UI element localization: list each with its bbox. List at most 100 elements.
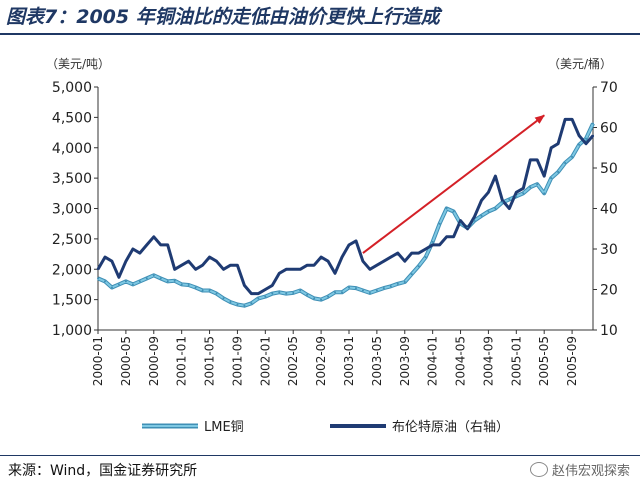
- data-point-lme-copper: [452, 210, 455, 213]
- data-point-brent: [403, 260, 406, 263]
- data-point-brent: [138, 252, 141, 255]
- data-point-brent: [473, 215, 476, 218]
- data-point-lme-copper: [152, 274, 155, 277]
- source-divider: [0, 455, 640, 456]
- data-point-lme-copper: [320, 298, 323, 301]
- data-point-lme-copper: [424, 256, 427, 259]
- data-point-lme-copper: [347, 286, 350, 289]
- right-axis-tick-label: 10: [600, 323, 618, 339]
- data-point-lme-copper: [131, 283, 134, 286]
- data-point-lme-copper: [417, 265, 420, 268]
- data-point-brent: [124, 260, 127, 263]
- data-point-brent: [97, 268, 99, 271]
- data-point-brent: [417, 252, 420, 255]
- data-point-brent: [264, 288, 267, 291]
- left-axis-tick-label: 1,000: [52, 323, 92, 339]
- data-point-brent: [578, 134, 581, 137]
- data-point-lme-copper: [375, 289, 378, 292]
- data-point-brent: [313, 264, 316, 267]
- x-axis-tick-label: 2005-01: [509, 336, 523, 386]
- data-point-brent: [438, 243, 441, 246]
- data-point-lme-copper: [341, 291, 344, 294]
- copper-oil-line-chart: 1,000 1,500 2,000 2,500 3,000 3,500 4,000 4,500…: [52, 80, 618, 435]
- data-point-brent: [445, 235, 448, 238]
- data-point-brent: [187, 260, 190, 263]
- left-axis-unit: （美元/吨）: [46, 57, 111, 71]
- data-point-lme-copper: [515, 195, 518, 198]
- watermark: 赵伟宏观探索: [529, 460, 630, 479]
- source-note: 来源：Wind，国金证券研究所: [8, 463, 198, 479]
- data-point-lme-copper: [431, 240, 434, 243]
- data-point-lme-copper: [501, 201, 504, 204]
- data-point-lme-copper: [306, 293, 309, 296]
- data-point-brent: [208, 256, 211, 259]
- data-point-brent: [592, 134, 594, 137]
- wechat-icon: [529, 462, 548, 477]
- data-point-lme-copper: [159, 277, 162, 280]
- x-axis-tick-label: 2002-05: [286, 336, 300, 386]
- data-point-brent: [515, 191, 518, 194]
- data-point-brent: [215, 260, 218, 263]
- data-point-lme-copper: [110, 286, 113, 289]
- data-point-lme-copper: [564, 161, 567, 164]
- data-point-brent: [550, 146, 553, 149]
- data-point-brent: [564, 118, 567, 121]
- data-point-lme-copper: [410, 273, 413, 276]
- left-axis-tick-label: 5,000: [52, 80, 92, 96]
- left-axis-tick-label: 2,000: [52, 262, 92, 278]
- data-point-brent: [320, 256, 323, 259]
- data-point-brent: [152, 235, 155, 238]
- data-point-lme-copper: [236, 303, 239, 306]
- data-point-brent: [522, 187, 525, 190]
- right-axis-tick-label: 60: [600, 121, 618, 137]
- data-point-lme-copper: [166, 280, 169, 283]
- data-point-lme-copper: [187, 284, 190, 287]
- data-point-brent: [145, 243, 148, 246]
- data-point-lme-copper: [361, 289, 364, 292]
- data-point-lme-copper: [480, 214, 483, 217]
- x-axis-tick-label: 2004-01: [426, 336, 440, 386]
- data-point-lme-copper: [382, 287, 385, 290]
- data-point-brent: [285, 268, 288, 271]
- right-axis-tick-label: 40: [600, 202, 618, 218]
- legend-label-lme-copper: LME铜: [204, 420, 244, 435]
- left-axis-tick-label: 4,000: [52, 141, 92, 157]
- right-axis-tick-label: 20: [600, 283, 618, 299]
- data-point-lme-copper: [354, 287, 357, 290]
- data-point-lme-copper: [578, 143, 581, 146]
- data-point-lme-copper: [494, 207, 497, 210]
- left-axis-tick-label: 2,500: [52, 232, 92, 248]
- data-point-lme-copper: [459, 222, 462, 225]
- data-point-brent: [180, 264, 183, 267]
- data-point-lme-copper: [271, 292, 274, 295]
- data-point-brent: [194, 268, 197, 271]
- data-point-lme-copper: [145, 277, 148, 280]
- data-point-brent: [327, 260, 330, 263]
- data-point-lme-copper: [103, 280, 106, 283]
- data-point-lme-copper: [292, 291, 295, 294]
- x-axis-tick-label: 2004-09: [481, 336, 495, 386]
- data-point-lme-copper: [487, 210, 490, 213]
- data-point-lme-copper: [557, 171, 560, 174]
- data-point-lme-copper: [396, 282, 399, 285]
- title-divider: [0, 33, 640, 35]
- data-point-lme-copper: [389, 285, 392, 288]
- data-point-lme-copper: [257, 297, 260, 300]
- data-point-lme-copper: [229, 301, 232, 304]
- data-point-lme-copper: [585, 137, 588, 140]
- x-axis-tick-label: 2001-01: [175, 336, 189, 386]
- data-point-brent: [117, 276, 120, 279]
- data-point-lme-copper: [264, 295, 267, 298]
- right-axis-unit: （美元/桶）: [548, 57, 613, 71]
- x-axis-tick-label: 2000-09: [147, 336, 161, 386]
- data-point-brent: [292, 268, 295, 271]
- data-point-lme-copper: [508, 198, 511, 201]
- data-point-brent: [494, 175, 497, 178]
- data-point-brent: [459, 219, 462, 222]
- data-point-brent: [501, 199, 504, 202]
- data-point-brent: [508, 207, 511, 210]
- data-point-lme-copper: [327, 295, 330, 298]
- trend-arrow: [362, 114, 545, 254]
- data-point-lme-copper: [201, 289, 204, 292]
- x-axis-tick-label: 2000-01: [91, 336, 105, 386]
